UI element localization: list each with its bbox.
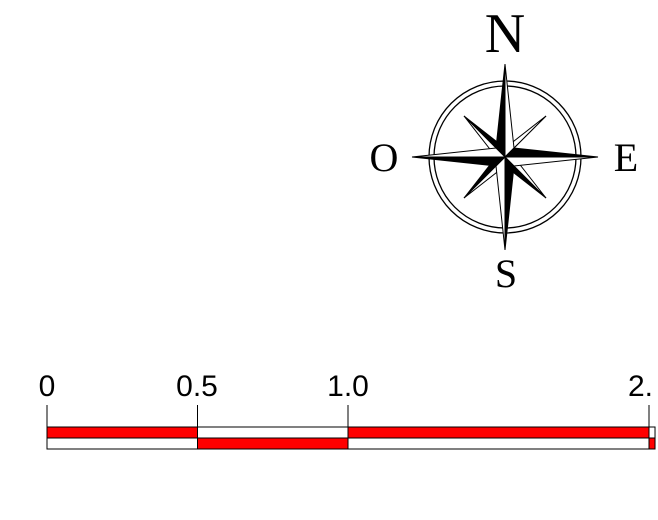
- compass-east-label: E: [614, 135, 638, 180]
- compass-south-label: S: [495, 251, 517, 296]
- scale-segment-0-top: [46, 426, 198, 439]
- scale-segment-0-bottom: [46, 437, 198, 450]
- scale-segment-1-bottom: [197, 437, 349, 450]
- scale-segment-2-bottom: [347, 437, 650, 450]
- compass-north-label: N: [485, 3, 525, 65]
- scale-bar: 0 0.5 1.0 2.: [39, 370, 656, 450]
- scale-segment-2-top: [347, 426, 650, 439]
- compass-major-points: [411, 63, 599, 251]
- scale-label-1-0: 1.0: [327, 370, 369, 403]
- compass-west-label: O: [370, 135, 399, 180]
- scale-label-0: 0: [39, 370, 56, 403]
- scale-bar-ticks: [46, 405, 650, 427]
- scale-label-2: 2.: [628, 370, 653, 403]
- scale-segment-3-bottom: [648, 437, 656, 450]
- scale-bar-labels: 0 0.5 1.0 2.: [39, 370, 653, 403]
- scale-label-0-5: 0.5: [176, 370, 218, 403]
- scale-segment-3-top: [648, 426, 656, 439]
- scale-segment-1-top: [197, 426, 349, 439]
- compass-rose: N S E O: [370, 3, 639, 296]
- scale-bar-segments: [46, 426, 656, 450]
